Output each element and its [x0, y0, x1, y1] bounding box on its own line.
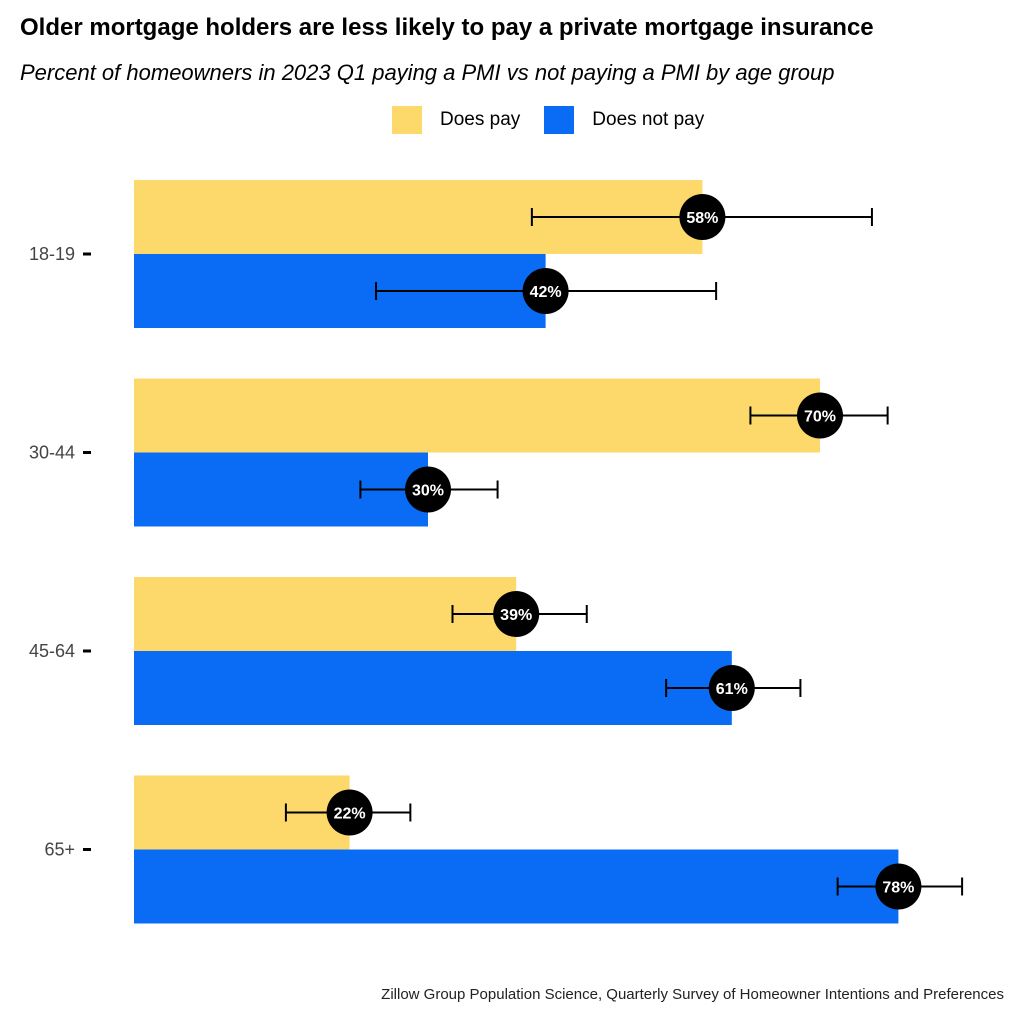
data-label: 39% — [500, 607, 532, 624]
legend-swatch-does-not-pay — [544, 106, 575, 134]
data-label: 70% — [804, 409, 836, 426]
data-label: 30% — [412, 483, 444, 500]
point-marker — [493, 591, 540, 637]
point-marker — [708, 665, 755, 711]
bar — [134, 651, 732, 725]
point-marker — [326, 789, 373, 836]
data-label: 22% — [334, 806, 366, 823]
legend-item-does-pay: Does pay — [392, 106, 520, 134]
data-label: 78% — [882, 880, 914, 897]
point-marker — [405, 466, 451, 513]
point-marker — [797, 392, 843, 439]
y-tick-label: 65+ — [44, 840, 75, 860]
point-marker — [522, 268, 569, 314]
y-tick-label: 18-19 — [29, 244, 75, 264]
legend-label-does-not-pay: Does not pay — [592, 109, 705, 130]
y-tick-label: 30-44 — [29, 443, 75, 463]
point-marker — [875, 863, 922, 910]
source-note: Zillow Group Population Science, Quarter… — [381, 986, 1004, 1003]
point-marker — [679, 194, 726, 240]
bar — [134, 849, 899, 924]
legend-item-does-not-pay: Does not pay — [544, 106, 704, 134]
y-tick-label: 45-64 — [29, 641, 75, 661]
legend-swatch-does-pay — [392, 106, 422, 134]
legend: Does pay Does not pay — [392, 106, 728, 134]
chart-title: Older mortgage holders are less likely t… — [20, 14, 874, 41]
data-label: 61% — [716, 681, 748, 698]
data-label: 42% — [530, 284, 562, 301]
bar — [134, 378, 820, 453]
data-label: 58% — [686, 210, 718, 227]
legend-label-does-pay: Does pay — [440, 109, 521, 130]
chart-subtitle: Percent of homeowners in 2023 Q1 paying … — [20, 60, 835, 85]
